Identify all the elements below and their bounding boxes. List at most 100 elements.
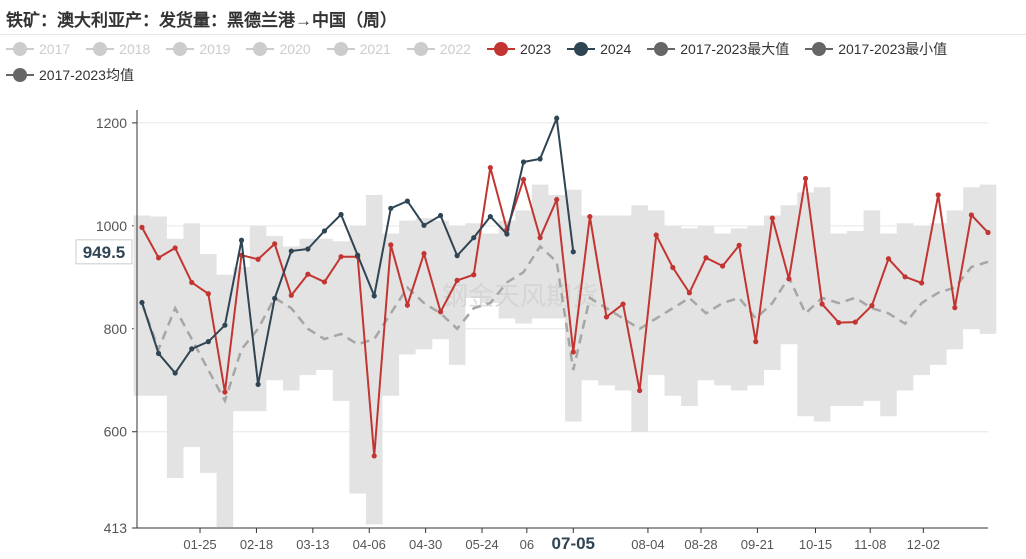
data-point-2023 [885, 256, 892, 262]
data-point-2024 [388, 205, 394, 211]
legend-label: 2017 [39, 41, 71, 57]
x-tick-label: 12-02 [907, 537, 940, 552]
legend-item-2022[interactable]: 2022 [406, 41, 471, 57]
data-point-2023 [537, 235, 543, 241]
legend-item-2017-2023均值[interactable]: 2017-2023均值 [6, 65, 134, 85]
legend-item-2023[interactable]: 2023 [486, 41, 552, 57]
data-point-2024 [172, 370, 178, 376]
legend-label: 2017-2023最小值 [838, 41, 948, 57]
legend-label: 2017-2023最大值 [680, 41, 790, 57]
data-point-2023 [288, 292, 294, 298]
legend-label: 2024 [600, 41, 632, 57]
data-point-2024 [537, 156, 543, 162]
legend-item-2019[interactable]: 2019 [166, 41, 230, 57]
data-point-2024 [454, 253, 460, 259]
legend-symbol-icon [647, 42, 676, 56]
data-point-2023 [139, 224, 145, 230]
data-point-2023 [670, 264, 676, 271]
x-tick-label: 10-15 [799, 537, 832, 552]
x-tick-label: 11-08 [854, 537, 886, 552]
y-tick-label: 1000 [96, 218, 127, 234]
data-point-2023 [520, 176, 527, 183]
data-point-2024 [255, 381, 261, 387]
data-point-2023 [786, 276, 792, 282]
data-point-2023 [736, 242, 742, 248]
data-point-2024 [355, 252, 361, 258]
x-tick-label: 02-18 [240, 537, 273, 552]
y-tick-label: 600 [104, 424, 128, 440]
data-point-2024 [338, 211, 344, 218]
data-point-2023 [305, 271, 311, 277]
legend-item-2017[interactable]: 2017 [6, 41, 70, 57]
data-point-2023 [338, 254, 344, 260]
data-point-2023 [255, 256, 261, 262]
min-max-band [133, 184, 997, 527]
legend-symbol-icon [246, 42, 275, 56]
watermark: 钢金天风期货 [442, 281, 598, 311]
legend-symbol-icon [406, 42, 435, 56]
data-point-2024 [504, 231, 510, 237]
data-point-2023 [869, 303, 875, 309]
data-point-2023 [155, 255, 162, 261]
legend-item-2018[interactable]: 2018 [86, 41, 150, 57]
x-tick-label: 04-06 [353, 537, 386, 552]
x-tick-label: 07-05 [552, 534, 595, 553]
data-point-2024 [570, 249, 576, 255]
x-tick-label: 05-24 [465, 537, 498, 552]
data-point-2023 [205, 291, 211, 297]
legend-item-2017-2023最小值[interactable]: 2017-2023最小值 [805, 39, 947, 59]
legend-symbol-icon [166, 42, 195, 56]
x-tick-label: 08-04 [631, 537, 664, 552]
legend-item-2020[interactable]: 2020 [246, 41, 311, 57]
x-tick-label: 04-30 [409, 537, 442, 552]
data-point-2024 [554, 115, 560, 121]
data-point-2024 [205, 339, 211, 345]
data-point-2024 [471, 235, 477, 241]
legend-label: 2022 [439, 41, 471, 57]
current-value-box [75, 239, 133, 265]
x-tick-label: 01-25 [183, 537, 216, 552]
data-point-2024 [305, 246, 311, 252]
data-point-2023 [487, 165, 493, 171]
data-point-2023 [653, 232, 659, 238]
data-point-2023 [902, 274, 908, 280]
data-point-2023 [321, 279, 328, 285]
series-line-2023 [141, 167, 989, 457]
data-point-2024 [155, 350, 162, 357]
legend-symbol-icon [567, 42, 596, 56]
legend-label: 2020 [279, 41, 311, 57]
data-point-2023 [189, 279, 195, 286]
legend-label: 2019 [199, 41, 231, 57]
legend-label: 2017-2023均值 [39, 67, 134, 83]
data-point-2024 [371, 293, 377, 299]
data-point-2023 [637, 387, 643, 394]
y-tick-label: 1200 [96, 115, 127, 131]
data-point-2023 [819, 301, 825, 307]
data-point-2024 [421, 222, 427, 228]
data-point-2024 [437, 212, 444, 219]
x-tick-label: 09-21 [741, 537, 774, 552]
series-line-mean [140, 244, 989, 405]
data-point-2023 [404, 302, 410, 308]
y-tick-label: 413 [104, 520, 128, 536]
x-tick-label: 03-13 [296, 537, 329, 552]
data-point-2024 [487, 213, 493, 220]
data-point-2024 [139, 299, 145, 306]
data-point-2023 [919, 280, 925, 286]
data-point-2023 [471, 272, 477, 278]
data-point-2023 [570, 349, 576, 355]
legend-label: 2023 [519, 41, 552, 57]
data-point-2023 [769, 215, 775, 221]
legend-symbol-icon [6, 68, 34, 82]
legend-item-2017-2023最大值[interactable]: 2017-2023最大值 [647, 39, 789, 59]
legend-symbol-icon [6, 42, 34, 56]
legend-item-2021[interactable]: 2021 [326, 41, 391, 57]
legend-symbol-icon [486, 42, 515, 56]
data-point-2023 [620, 301, 626, 307]
legend-item-2024[interactable]: 2024 [567, 41, 631, 57]
data-point-2023 [421, 251, 427, 257]
legend-row-1: 2017 2018 2019 2020 2021 2022 2023 2024 2017-202… [0, 38, 957, 60]
data-point-2023 [603, 314, 610, 320]
data-point-2024 [189, 346, 195, 352]
